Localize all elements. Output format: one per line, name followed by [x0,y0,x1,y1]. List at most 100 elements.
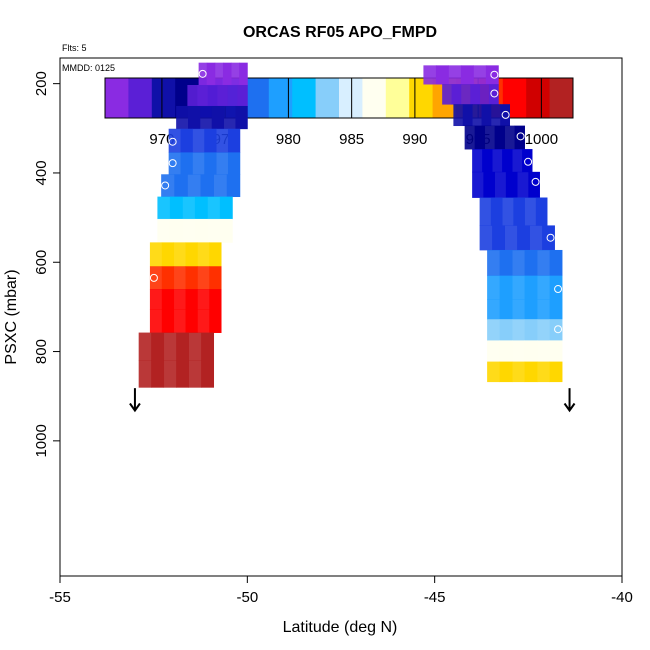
y-axis: 200 400 600 800 1000 [33,71,61,458]
data-cell [537,361,550,383]
data-cell [479,197,492,226]
data-cell [194,196,208,220]
data-cell [482,149,493,173]
data-cell [524,319,538,341]
data-cell [149,266,163,290]
chart-subtitle: Flts: 5 [62,43,87,53]
data-cell [173,266,186,290]
data-cell [502,197,514,226]
data-cell [176,332,190,361]
direction-arrows [129,388,576,413]
data-cell [180,128,193,153]
data-cell [474,125,486,150]
data-cell [185,289,198,310]
data-cell [151,332,165,361]
data-cell [149,242,163,267]
data-cell [484,125,496,150]
direction-arrow-head [129,402,141,413]
data-cell [524,249,538,277]
data-cell [517,225,530,251]
data-cell [151,360,165,388]
data-cell [512,340,525,362]
colorbar-segment [128,78,153,118]
data-cell [200,174,215,198]
data-cell [487,361,501,383]
data-cell [499,361,513,383]
data-cell [161,289,175,310]
sample-circle [554,285,563,294]
data-cell [173,309,186,333]
sample-circle [490,89,499,98]
data-cell [161,266,175,290]
data-cell [487,275,501,300]
data-cell [185,242,198,267]
data-cell [182,218,196,243]
data-cell [549,275,563,300]
data-cell [537,249,550,277]
data-cell [453,104,464,127]
data-cell [227,84,238,107]
data-cell [216,128,229,153]
data-cell [149,309,163,333]
data-cell [209,242,222,267]
data-cell [149,289,163,310]
data-cell [524,361,538,383]
data-cell [182,196,196,220]
data-cell [180,152,193,175]
data-cell [168,152,181,175]
data-cell [442,84,452,105]
data-cell [211,105,225,130]
data-cell [535,197,548,226]
data-cell [173,242,186,267]
data-cell [448,65,462,85]
sample-circle [501,110,510,119]
x-tick-label: -55 [49,589,71,606]
data-cell [499,249,513,277]
data-cell [197,266,210,290]
data-cell [209,266,222,290]
data-cell [192,152,205,175]
data-cell [222,62,232,86]
data-cell [549,249,563,277]
data-cell [460,65,474,85]
colorbar-segment [549,78,574,118]
x-tick-label: -50 [236,589,258,606]
data-cell [529,225,543,251]
sample-circle [168,159,177,168]
data-cell [231,62,240,86]
data-cell [169,196,183,220]
sample-circle [198,69,207,78]
y-tick-label: 1000 [33,424,50,457]
x-axis-label: Latitude (deg N) [283,619,398,636]
data-cell [226,174,241,198]
data-cell [188,332,202,361]
sample-circle [516,132,525,141]
y-tick-label: 400 [33,160,50,185]
data-cell [462,104,473,127]
data-cell [473,65,487,85]
colorbar-segment [339,78,363,118]
data-cell [176,360,190,388]
data-cell [223,105,236,130]
data-cell [423,65,437,85]
data-cell [201,360,215,388]
data-cell [504,125,515,150]
data-cell [494,125,506,150]
data-cell [549,340,563,362]
data-cell [487,249,501,277]
colorbar-segment [526,78,551,118]
data-cell [138,332,152,361]
data-cell [227,152,241,175]
data-cell [216,152,229,175]
data-cell [481,104,492,127]
data-cell [537,340,550,362]
colorbar-tick-label: 970 [149,131,174,148]
data-cell [502,149,513,173]
colorbar-segment [362,78,387,118]
data-cell [512,249,525,277]
data-cell [512,275,525,300]
data-cell [487,319,501,341]
data-cell [504,225,518,251]
data-cell [198,62,208,86]
data-cell [217,84,228,107]
